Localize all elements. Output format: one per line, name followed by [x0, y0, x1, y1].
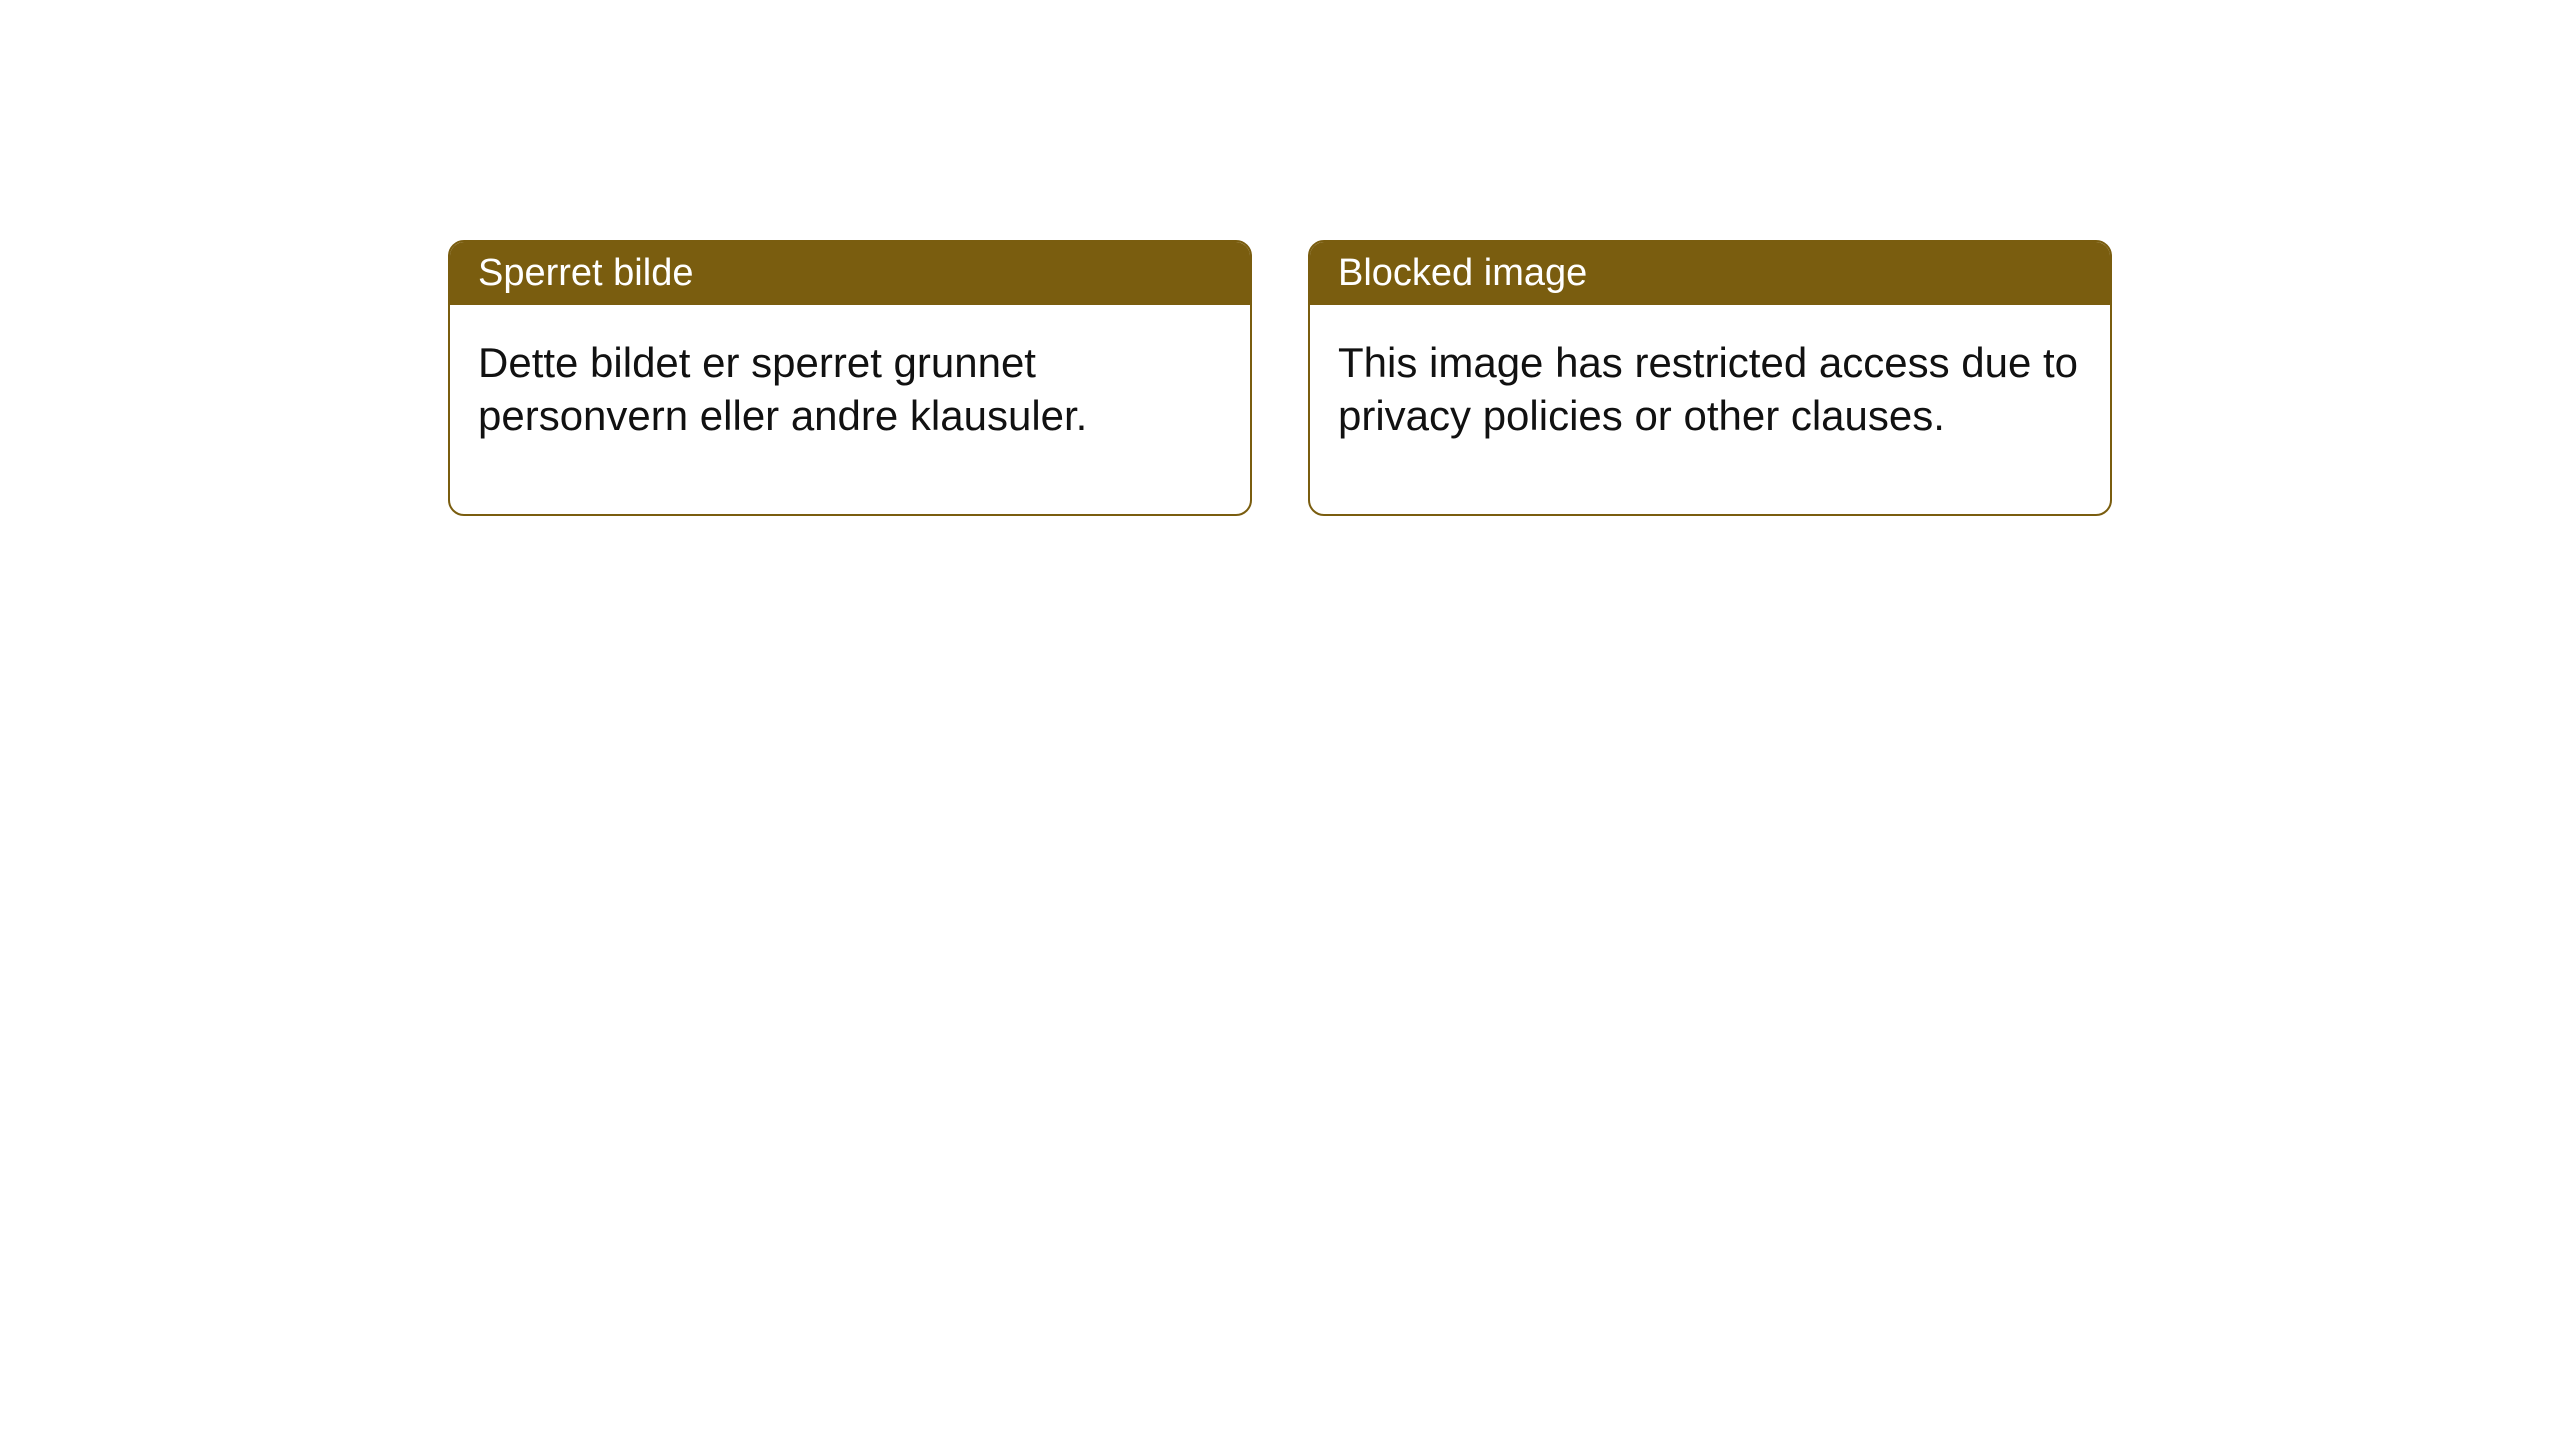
notice-title-norwegian: Sperret bilde — [450, 242, 1250, 305]
notice-title-english: Blocked image — [1310, 242, 2110, 305]
notice-body-english: This image has restricted access due to … — [1310, 305, 2110, 514]
notice-container: Sperret bilde Dette bildet er sperret gr… — [0, 0, 2560, 516]
notice-card-norwegian: Sperret bilde Dette bildet er sperret gr… — [448, 240, 1252, 516]
notice-body-norwegian: Dette bildet er sperret grunnet personve… — [450, 305, 1250, 514]
notice-card-english: Blocked image This image has restricted … — [1308, 240, 2112, 516]
